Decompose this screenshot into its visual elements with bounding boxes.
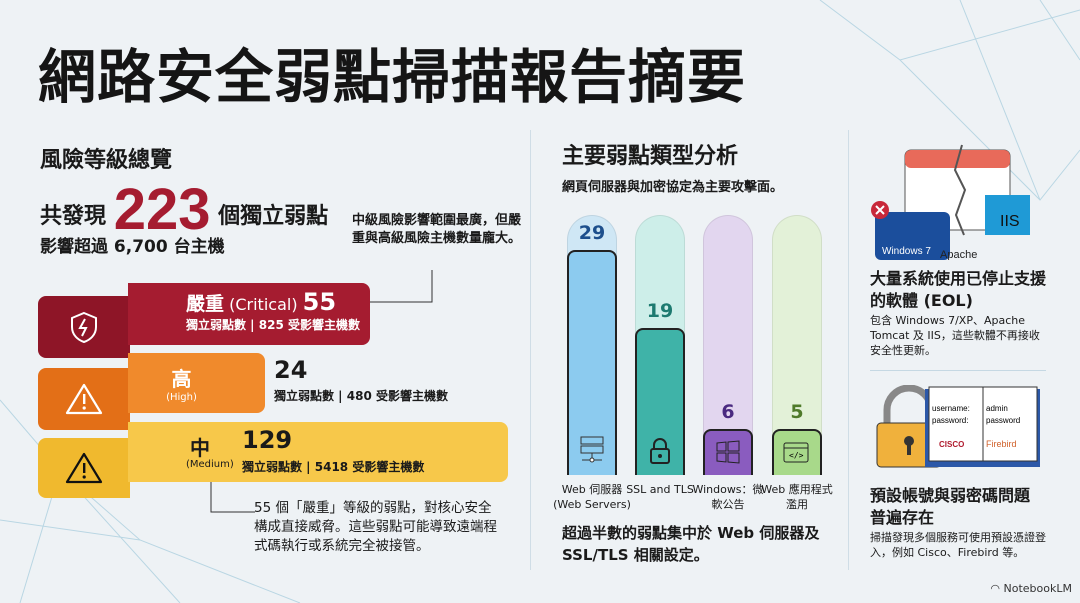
level-name: 高: [171, 367, 192, 391]
svg-text:CISCO: CISCO: [939, 440, 964, 449]
callout-top-connector: [370, 270, 433, 303]
notebooklm-watermark: ◠ NotebookLM: [990, 582, 1072, 595]
bar-value-label: 5: [790, 401, 804, 423]
critical-band: 嚴重 (Critical) 55 獨立弱點數 | 825 受影響主機數: [128, 283, 370, 345]
level-count: 129: [242, 426, 293, 454]
broken-shield-icon: [71, 311, 97, 344]
callout-top: 中級風險影響範圍最廣，但嚴重與高級風險主機數量龐大。: [352, 213, 522, 246]
svg-text:Firebird: Firebird: [986, 439, 1017, 449]
server-icon: [578, 435, 606, 469]
default-credentials-illustration: username: password: admin password CISCO F…: [876, 385, 1040, 468]
high-count: 24: [274, 356, 308, 384]
bar-value-label: 29: [578, 222, 606, 245]
windows7-logo: [875, 212, 950, 260]
medium-band: 中 (Medium) 129 獨立弱點數 | 5418 受影響主機數: [128, 422, 508, 482]
level-name: 嚴重: [186, 293, 225, 315]
level-en: (Critical): [229, 295, 298, 314]
category-label: Windows：微軟公告: [692, 483, 764, 511]
found-suffix: 個獨立弱點: [218, 204, 329, 229]
lock-icon: [648, 437, 672, 469]
analysis-conclusion: 超過半數的弱點集中於 Web 伺服器及 SSL/TLS 相關設定。: [562, 524, 820, 564]
eol-title: 大量系統使用已停止支援的軟體 (EOL): [870, 269, 1047, 310]
svg-text:</>: </>: [789, 451, 804, 460]
creds-title: 預設帳號與弱密碼問題普遍存在: [870, 486, 1031, 527]
svg-text:admin: admin: [986, 404, 1008, 413]
svg-text:password: password: [986, 416, 1020, 425]
category-label: SSL and TLS: [626, 483, 694, 496]
callout-bottom: 55 個「嚴重」等級的弱點，對核心安全構成直接威脅。這些弱點可能導致遠端程式碼執…: [254, 500, 497, 554]
level-detail: 獨立弱點數 | 825 受影響主機數: [186, 318, 360, 332]
svg-text:IIS: IIS: [1000, 213, 1020, 230]
svg-text:Apache: Apache: [940, 249, 977, 260]
watermark-text: NotebookLM: [1003, 582, 1072, 595]
high-detail: 獨立弱點數 | 480 受影響主機數: [274, 389, 448, 403]
found-prefix: 共發現: [40, 204, 107, 229]
eol-software-illustration: Windows 7 Apache IIS: [871, 144, 1030, 260]
windows-icon: [715, 439, 741, 469]
creds-desc: 掃描發現多個服務可使用預設憑證登入，例如 Cisco、Firebird 等。: [870, 531, 1046, 559]
analysis-subtitle: 網頁伺服器與加密協定為主要攻擊面。: [562, 180, 784, 195]
callout-bottom-connector: [210, 482, 255, 513]
level-count: 55: [302, 288, 337, 316]
warning-icon: [65, 383, 103, 415]
bar: [703, 428, 753, 475]
high-icon-block: [38, 368, 130, 430]
divider: [870, 370, 1046, 371]
bar-value-label: 6: [721, 400, 735, 423]
eol-desc: 包含 Windows 7/XP、Apache Tomcat 及 IIS，這些軟體…: [870, 314, 1040, 357]
level-name: 中: [190, 436, 210, 460]
critical-icon-block: [38, 296, 130, 358]
total-summary: 共發現 223 個獨立弱點: [40, 176, 328, 243]
high-band: 高 (High): [128, 353, 265, 413]
level-detail: 獨立弱點數 | 5418 受影響主機數: [242, 460, 425, 474]
category-label: Web 應用程式濫用: [761, 483, 833, 511]
overview-heading: 風險等級總覽: [40, 148, 173, 173]
svg-text:password:: password:: [932, 416, 968, 425]
analysis-heading: 主要弱點類型分析: [562, 144, 739, 169]
warning-icon: [65, 452, 103, 484]
iis-logo: [985, 195, 1030, 235]
bar-value-label: 19: [646, 299, 674, 322]
category-label: Web 伺服器 (Web Servers): [553, 483, 631, 511]
bar: [567, 250, 617, 475]
level-en: (High): [166, 392, 197, 403]
bar: [635, 327, 685, 475]
hosts-line: 影響超過 6,700 台主機: [40, 237, 225, 257]
code-window-icon: </>: [782, 441, 812, 469]
svg-text:Windows 7: Windows 7: [882, 246, 931, 257]
level-en: (Medium): [186, 459, 234, 470]
page-title: 網路安全弱點掃描報告摘要: [38, 43, 747, 111]
bar: </>: [772, 429, 822, 475]
total-count: 223: [113, 177, 211, 242]
svg-text:username:: username:: [932, 404, 970, 413]
medium-icon-block: [38, 438, 130, 498]
